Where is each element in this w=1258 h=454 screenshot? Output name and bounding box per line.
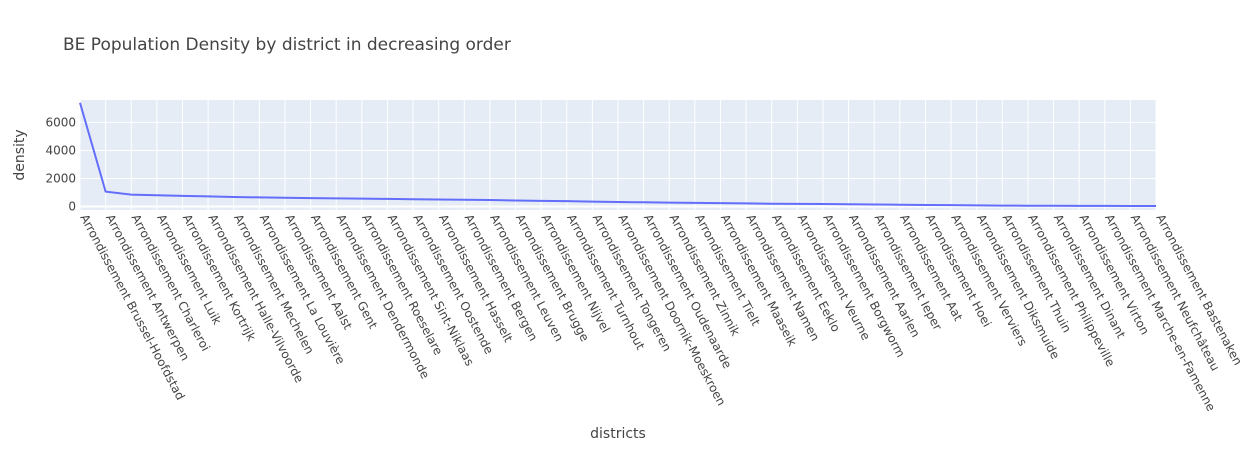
data-point	[1000, 204, 1004, 208]
data-point	[821, 202, 825, 206]
data-point	[744, 201, 748, 205]
data-point	[616, 200, 620, 204]
data-point	[693, 201, 697, 205]
data-point	[462, 198, 466, 202]
data-point	[1052, 204, 1056, 208]
data-point	[488, 198, 492, 202]
x-tick-label: Arrondissement Marche-en-Famenne	[1102, 212, 1218, 414]
data-point	[718, 201, 722, 205]
data-point	[78, 101, 82, 105]
data-point	[385, 197, 389, 201]
series-line	[79, 102, 1157, 208]
data-point	[1128, 204, 1132, 208]
x-axis-ticks: Arrondissement Brussel-HoofdstadArrondis…	[77, 212, 1245, 414]
data-point	[360, 197, 364, 201]
data-point	[1154, 204, 1158, 208]
data-point	[872, 203, 876, 207]
chart-title: BE Population Density by district in dec…	[63, 35, 511, 55]
y-tick-label: 6000	[45, 115, 76, 129]
y-tick-label: 0	[68, 199, 76, 213]
data-point	[565, 199, 569, 203]
data-point	[514, 198, 518, 202]
data-point	[104, 190, 108, 194]
data-point	[283, 196, 287, 200]
data-point	[590, 200, 594, 204]
data-point	[667, 201, 671, 205]
data-point	[1103, 204, 1107, 208]
data-point	[129, 193, 133, 197]
data-point	[898, 203, 902, 207]
data-point	[1077, 204, 1081, 208]
data-point	[1026, 204, 1030, 208]
data-point	[309, 196, 313, 200]
data-point	[539, 199, 543, 203]
data-point	[411, 197, 415, 201]
data-point	[847, 202, 851, 206]
y-tick-label: 4000	[45, 143, 76, 157]
y-tick-label: 2000	[45, 171, 76, 185]
data-point	[975, 203, 979, 207]
data-point	[180, 194, 184, 198]
data-point	[334, 196, 338, 200]
data-point	[642, 200, 646, 204]
data-point	[949, 203, 953, 207]
data-point	[257, 195, 261, 199]
data-point	[770, 202, 774, 206]
data-point	[437, 197, 441, 201]
data-point	[155, 193, 159, 197]
data-point	[232, 195, 236, 199]
y-axis-title: density	[12, 129, 28, 180]
x-axis-title: districts	[590, 426, 646, 442]
grid-lines	[79, 100, 1157, 210]
y-axis-ticks: 0 2000 4000 6000	[45, 115, 76, 213]
data-point	[795, 202, 799, 206]
data-point	[206, 194, 210, 198]
data-point	[923, 203, 927, 207]
